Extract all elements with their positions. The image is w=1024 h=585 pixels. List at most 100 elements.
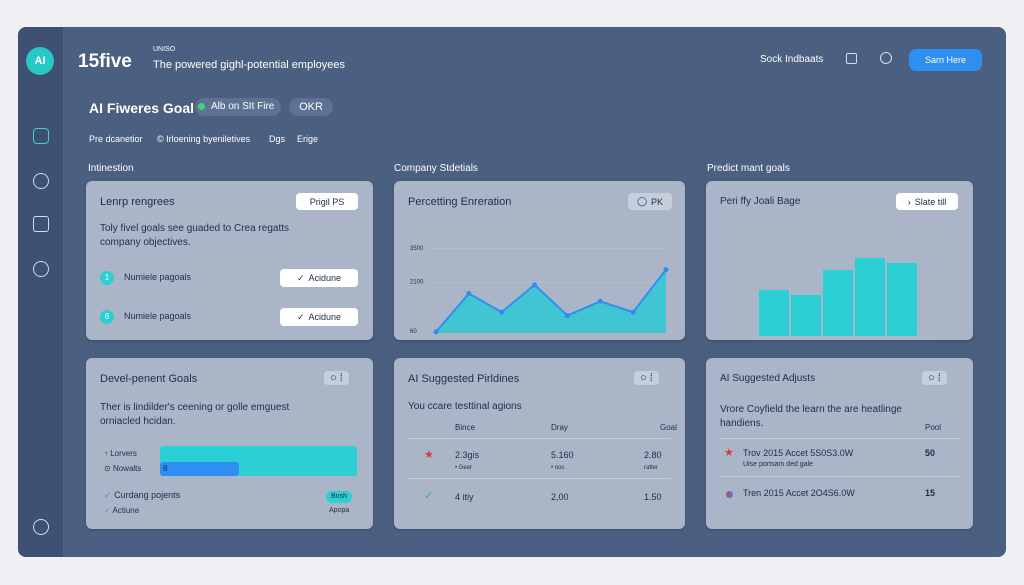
- nav-icon[interactable]: [33, 216, 49, 232]
- check-icon: ✓: [296, 272, 305, 283]
- card-button[interactable]: Prigil PS: [296, 193, 358, 210]
- check-icon: ✓: [104, 490, 112, 500]
- label: Actiune: [112, 506, 140, 515]
- card-button[interactable]: › Slate till: [896, 193, 958, 210]
- item-action[interactable]: ✓ Acidune: [280, 308, 358, 326]
- menu-icon[interactable]: ○ ⁞: [324, 371, 349, 385]
- row-name: Trov 2015 Accet 5S0S3.0W: [743, 448, 854, 458]
- card-text: You ccare testtinal agions: [408, 401, 522, 412]
- progress-bar: 8: [160, 462, 239, 476]
- menu-icon[interactable]: ○ ⁞: [922, 371, 947, 385]
- card-title: AI Suggested Pirldines: [408, 373, 520, 385]
- card-title: Peri ffy Joali Bage: [720, 196, 801, 207]
- progress-label: ⊙ Nowalts: [104, 464, 142, 473]
- bar: [823, 270, 853, 336]
- check-row: ✓ Curdang pojents: [104, 490, 180, 501]
- column-header: Pool: [925, 423, 942, 432]
- card-text: handiens.: [720, 418, 764, 429]
- card: Percetting Enreration ◯PK 6021003500OMTE…: [394, 181, 685, 340]
- label: Lorvers: [110, 449, 137, 458]
- nav-icon[interactable]: [33, 519, 49, 535]
- tab[interactable]: Dgs: [269, 134, 286, 144]
- point: [433, 329, 439, 335]
- label: Nowalts: [112, 464, 142, 473]
- brand: 15five: [78, 51, 132, 72]
- bar: [887, 263, 917, 336]
- separator: [720, 438, 960, 439]
- card-text: company objectives.: [100, 237, 191, 248]
- icon: ◯: [636, 196, 648, 206]
- page-title: AI Fiweres Goal: [89, 100, 195, 116]
- point: [499, 309, 505, 315]
- card-title: Percetting Enreration: [408, 196, 512, 208]
- settings-icon[interactable]: [880, 52, 892, 64]
- bar: [855, 258, 885, 336]
- cell: 1.50: [644, 492, 662, 502]
- progress-label: ↑ Lorvers: [104, 449, 137, 458]
- card-text: Vrore Coyfield the learn the are heatlin…: [720, 404, 902, 415]
- item-number: 1: [100, 271, 114, 285]
- separator: [408, 478, 671, 479]
- search[interactable]: Sock Indbaats: [760, 54, 824, 65]
- label: Curdang pojents: [114, 490, 181, 500]
- point: [466, 291, 472, 297]
- card-text: orniacled hcidan.: [100, 416, 176, 427]
- tagline: The powered gighl-potential employees: [153, 59, 346, 71]
- separator: [720, 476, 960, 477]
- cell-note: • Geer: [455, 465, 473, 471]
- action-label: Acidune: [308, 273, 342, 283]
- primary-button[interactable]: Sarn Here: [909, 49, 982, 71]
- check-icon: ✓: [424, 490, 434, 502]
- separator: [408, 438, 671, 439]
- y-tick-label: 2100: [410, 280, 424, 286]
- bar: [759, 290, 789, 336]
- action-label: Acidune: [308, 312, 342, 322]
- tab[interactable]: © Irloening byeniletives: [157, 134, 251, 144]
- row-name: Tren 2015 Accet 2O4S6.0W: [743, 488, 855, 498]
- cell: 2.80: [644, 450, 662, 460]
- item-action[interactable]: ✓ Acidune: [280, 269, 358, 287]
- nav-icon[interactable]: [33, 173, 49, 189]
- y-tick-label: 3500: [410, 246, 424, 252]
- point: [564, 313, 570, 319]
- card: AI Suggested Adjusts ○ ⁞ Vrore Coyfield …: [706, 358, 973, 529]
- point: [663, 267, 669, 273]
- row-note: Uise portsam ded gale: [743, 461, 814, 468]
- y-tick-label: 60: [410, 329, 417, 335]
- menu-icon[interactable]: ○ ⁞: [634, 371, 659, 385]
- badge[interactable]: OKR: [289, 98, 333, 116]
- tag: UNISO: [153, 46, 176, 53]
- cell: 5.160: [551, 450, 574, 460]
- dot-icon: [726, 491, 733, 498]
- star-icon: ★: [424, 449, 434, 461]
- cell: 2.3gis: [455, 450, 480, 460]
- nav-icon[interactable]: [33, 261, 49, 277]
- logo[interactable]: AI: [26, 47, 54, 75]
- calendar-icon[interactable]: [846, 53, 857, 64]
- card-title: Devel-penent Goals: [100, 373, 198, 385]
- cell: 2,00: [551, 492, 569, 502]
- card-title: Lenrp rengrees: [100, 196, 175, 208]
- status-pill[interactable]: Alb on SIt Fire: [195, 98, 282, 116]
- card: Peri ffy Joali Bage ›Slate till CauCoilI…: [706, 181, 973, 340]
- column-header: Goal: [660, 423, 677, 432]
- tab[interactable]: Erige: [297, 134, 319, 144]
- item-label: Numiele pagoals: [124, 311, 192, 321]
- card-text: Ther is lindilder's ceening or golle emg…: [100, 402, 290, 413]
- status-dot: [198, 103, 205, 110]
- nav-icon[interactable]: [33, 128, 49, 144]
- column-header: Dray: [551, 423, 568, 432]
- section-label: Intinestion: [88, 163, 134, 174]
- card-button[interactable]: ◯ PK: [628, 193, 672, 210]
- bar-chart: CauCoilIKJWerXOrdHekert: [746, 258, 936, 337]
- icon: ›: [907, 196, 911, 207]
- check-row: ✓ Actiune: [104, 506, 139, 515]
- card: AI Suggested Pirldines ○ ⁞ You ccare tes…: [394, 358, 685, 529]
- button-label: Slate till: [914, 196, 947, 207]
- card: Lenrp rengrees Prigil PS Toly fivel goal…: [86, 181, 373, 340]
- card: Devel-penent Goals ○ ⁞ Ther is lindilder…: [86, 358, 373, 529]
- tab[interactable]: Pre dcanetior: [89, 134, 143, 144]
- cell: 4 itiy: [455, 492, 474, 502]
- cell-note: • ooc: [551, 465, 565, 471]
